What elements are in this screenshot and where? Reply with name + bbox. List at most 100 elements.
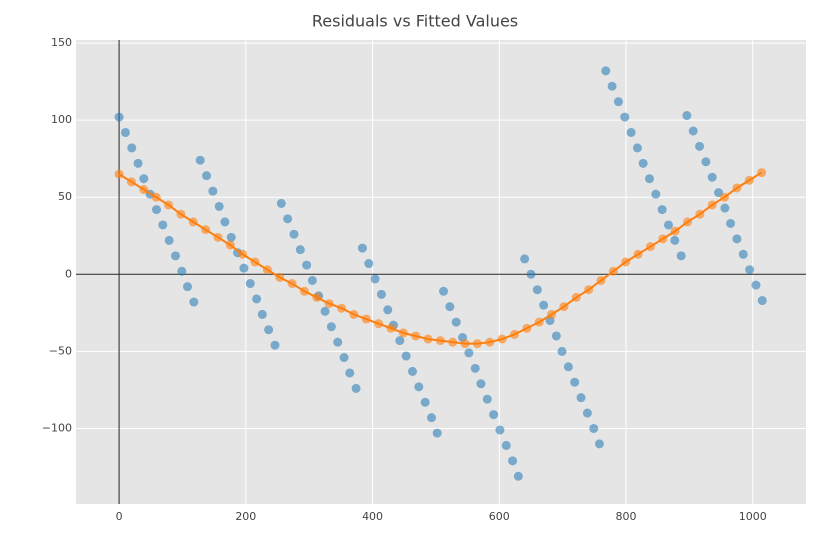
line-marker bbox=[435, 336, 445, 346]
line-marker bbox=[337, 303, 347, 313]
point bbox=[632, 143, 642, 153]
point bbox=[158, 220, 168, 230]
point bbox=[395, 336, 405, 346]
point bbox=[151, 205, 161, 215]
point bbox=[688, 126, 698, 136]
point bbox=[657, 205, 667, 215]
line-marker bbox=[312, 292, 322, 302]
point bbox=[326, 322, 336, 332]
y-tick-label: −50 bbox=[49, 344, 72, 357]
point bbox=[670, 235, 680, 245]
line-marker bbox=[732, 183, 742, 193]
line-marker bbox=[238, 249, 248, 259]
point bbox=[414, 382, 424, 392]
line-marker bbox=[460, 339, 470, 349]
point bbox=[589, 423, 599, 433]
line-marker bbox=[571, 292, 581, 302]
point bbox=[407, 366, 417, 376]
point bbox=[351, 383, 361, 393]
y-tick-label: −100 bbox=[42, 421, 72, 434]
point bbox=[339, 353, 349, 363]
x-tick-label: 200 bbox=[235, 510, 256, 523]
point bbox=[745, 265, 755, 275]
point bbox=[539, 300, 549, 310]
point bbox=[757, 296, 767, 306]
point bbox=[302, 260, 312, 270]
line-marker bbox=[386, 323, 396, 333]
line-marker bbox=[176, 209, 186, 219]
line-marker bbox=[299, 286, 309, 296]
point bbox=[264, 325, 274, 335]
point bbox=[376, 289, 386, 299]
line-marker bbox=[361, 314, 371, 324]
point bbox=[214, 201, 224, 211]
point bbox=[114, 112, 124, 122]
point bbox=[451, 317, 461, 327]
y-tick-label: 0 bbox=[65, 267, 72, 280]
point bbox=[707, 172, 717, 182]
line-marker bbox=[621, 257, 631, 267]
point bbox=[726, 218, 736, 228]
line-marker bbox=[757, 168, 767, 178]
point bbox=[133, 158, 143, 168]
x-tick-label: 1000 bbox=[739, 510, 767, 523]
chart-title: Residuals vs Fitted Values bbox=[312, 12, 518, 31]
line-marker bbox=[707, 200, 717, 210]
point bbox=[226, 232, 236, 242]
line-marker bbox=[126, 177, 136, 187]
point bbox=[345, 368, 355, 378]
line-marker bbox=[225, 240, 235, 250]
line-marker bbox=[633, 249, 643, 259]
point bbox=[576, 393, 586, 403]
line-marker bbox=[695, 209, 705, 219]
point bbox=[644, 174, 654, 184]
point bbox=[189, 297, 199, 307]
x-tick-label: 600 bbox=[489, 510, 510, 523]
point bbox=[620, 112, 630, 122]
line-marker bbox=[139, 185, 149, 195]
line-marker bbox=[744, 175, 754, 185]
point bbox=[252, 294, 262, 304]
point bbox=[120, 127, 130, 137]
point bbox=[557, 346, 567, 356]
x-tick-label: 400 bbox=[362, 510, 383, 523]
line-marker bbox=[213, 232, 223, 242]
point bbox=[607, 81, 617, 91]
point bbox=[289, 229, 299, 239]
point bbox=[526, 269, 536, 279]
y-tick-label: 150 bbox=[51, 36, 72, 49]
point bbox=[489, 410, 499, 420]
point bbox=[532, 285, 542, 295]
line-marker bbox=[645, 242, 655, 252]
line-marker bbox=[114, 169, 124, 179]
point bbox=[676, 251, 686, 261]
line-marker bbox=[497, 334, 507, 344]
y-tick-label: 100 bbox=[51, 113, 72, 126]
point bbox=[170, 251, 180, 261]
point bbox=[195, 155, 205, 165]
point bbox=[257, 309, 267, 319]
line-marker bbox=[547, 309, 557, 319]
point bbox=[508, 456, 518, 466]
point bbox=[601, 66, 611, 76]
line-marker bbox=[324, 299, 334, 309]
point bbox=[183, 282, 193, 292]
point bbox=[682, 111, 692, 121]
point bbox=[276, 198, 286, 208]
y-tick-label: 50 bbox=[58, 190, 72, 203]
point bbox=[582, 408, 592, 418]
point bbox=[663, 220, 673, 230]
line-marker bbox=[683, 217, 693, 227]
point bbox=[470, 363, 480, 373]
point bbox=[445, 302, 455, 312]
line-marker bbox=[670, 226, 680, 236]
point bbox=[370, 274, 380, 284]
line-marker bbox=[275, 272, 285, 282]
point bbox=[626, 127, 636, 137]
line-marker bbox=[608, 266, 618, 276]
point bbox=[638, 158, 648, 168]
point bbox=[164, 235, 174, 245]
line-marker bbox=[522, 323, 532, 333]
x-tick-label: 0 bbox=[116, 510, 123, 523]
point bbox=[651, 189, 661, 199]
